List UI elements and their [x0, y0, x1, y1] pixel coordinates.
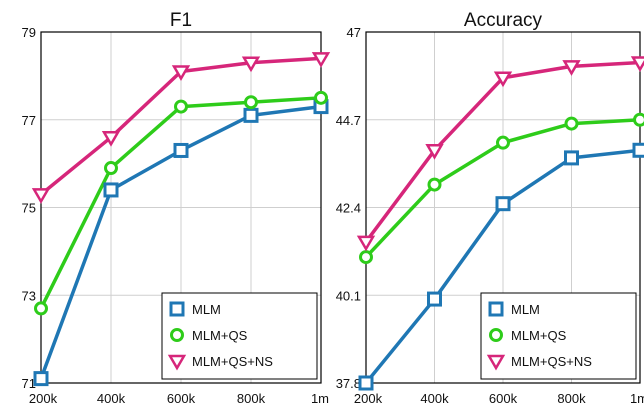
plot-frame: [40, 31, 322, 384]
y-tick-label: 44.7: [336, 113, 361, 128]
legend: MLM MLM+QS MLM+QS+NS: [480, 292, 637, 380]
data-point: [171, 65, 191, 81]
x-tick-label: 600k: [167, 391, 196, 406]
chart-panel-2: Accuracy 37.8 40.1 42.4 44.7 47 200k 400k 600k 80…: [336, 10, 644, 406]
legend-marker: [170, 328, 184, 342]
legend-marker: [489, 328, 503, 342]
data-point: [101, 131, 121, 147]
legend-marker: [167, 354, 187, 371]
data-point: [427, 291, 442, 307]
data-point: [633, 112, 644, 127]
x-tick-label: 1m: [311, 391, 329, 406]
data-point: [359, 250, 373, 265]
data-point: [174, 99, 188, 114]
legend: MLM MLM+QS MLM+QS+NS: [161, 292, 318, 380]
data-point: [103, 182, 119, 198]
data-point: [425, 144, 444, 160]
legend-marker: [488, 301, 504, 317]
y-tick-label: 75: [22, 201, 36, 216]
x-tick-label: 400k: [97, 391, 126, 406]
data-point: [427, 177, 442, 192]
legend-label: MLM+QS+NS: [192, 354, 273, 369]
x-tick-label: 400k: [420, 391, 449, 406]
data-point: [173, 142, 189, 158]
data-point: [493, 71, 513, 88]
data-point: [34, 301, 48, 316]
y-tick-label: 79: [22, 25, 36, 40]
legend-box: [480, 292, 637, 380]
legend-label: MLM: [192, 302, 221, 317]
data-point: [244, 95, 258, 110]
data-point: [311, 52, 331, 68]
data-point: [562, 60, 581, 76]
y-tick-label: 40.1: [336, 288, 361, 303]
legend-marker: [486, 354, 506, 371]
y-tick-label: 47: [347, 25, 361, 40]
plot-frame: [365, 31, 641, 384]
data-point: [33, 371, 49, 387]
chart-title: F1: [170, 10, 192, 31]
x-tick-label: 800k: [237, 391, 266, 406]
y-tick-label: 73: [22, 288, 36, 303]
legend-box: [161, 292, 318, 380]
data-point: [314, 90, 328, 105]
y-tick-label: 71: [22, 376, 36, 391]
x-tick-label: 600k: [489, 391, 518, 406]
y-tick-label: 37.8: [336, 376, 361, 391]
data-point: [104, 161, 118, 176]
chart-title: Accuracy: [464, 10, 543, 31]
x-tick-label: 200k: [29, 391, 58, 406]
data-point: [495, 196, 511, 212]
data-point: [496, 135, 510, 150]
legend-label: MLM+QS: [511, 328, 567, 343]
legend-label: MLM: [511, 302, 540, 317]
legend-marker: [169, 301, 185, 317]
y-tick-label: 42.4: [336, 201, 361, 216]
legend-label: MLM+QS: [192, 328, 248, 343]
data-point: [243, 107, 259, 123]
data-point: [564, 150, 579, 166]
data-point: [358, 375, 374, 391]
y-tick-label: 77: [22, 113, 36, 128]
data-point: [241, 56, 261, 73]
x-tick-label: 200k: [354, 391, 383, 406]
data-point: [564, 116, 579, 131]
x-tick-label: 1m: [630, 391, 644, 406]
data-point: [31, 188, 51, 204]
data-point: [356, 235, 376, 252]
x-tick-label: 800k: [557, 391, 586, 406]
legend-label: MLM+QS+NS: [511, 354, 592, 369]
data-point: [632, 142, 644, 158]
